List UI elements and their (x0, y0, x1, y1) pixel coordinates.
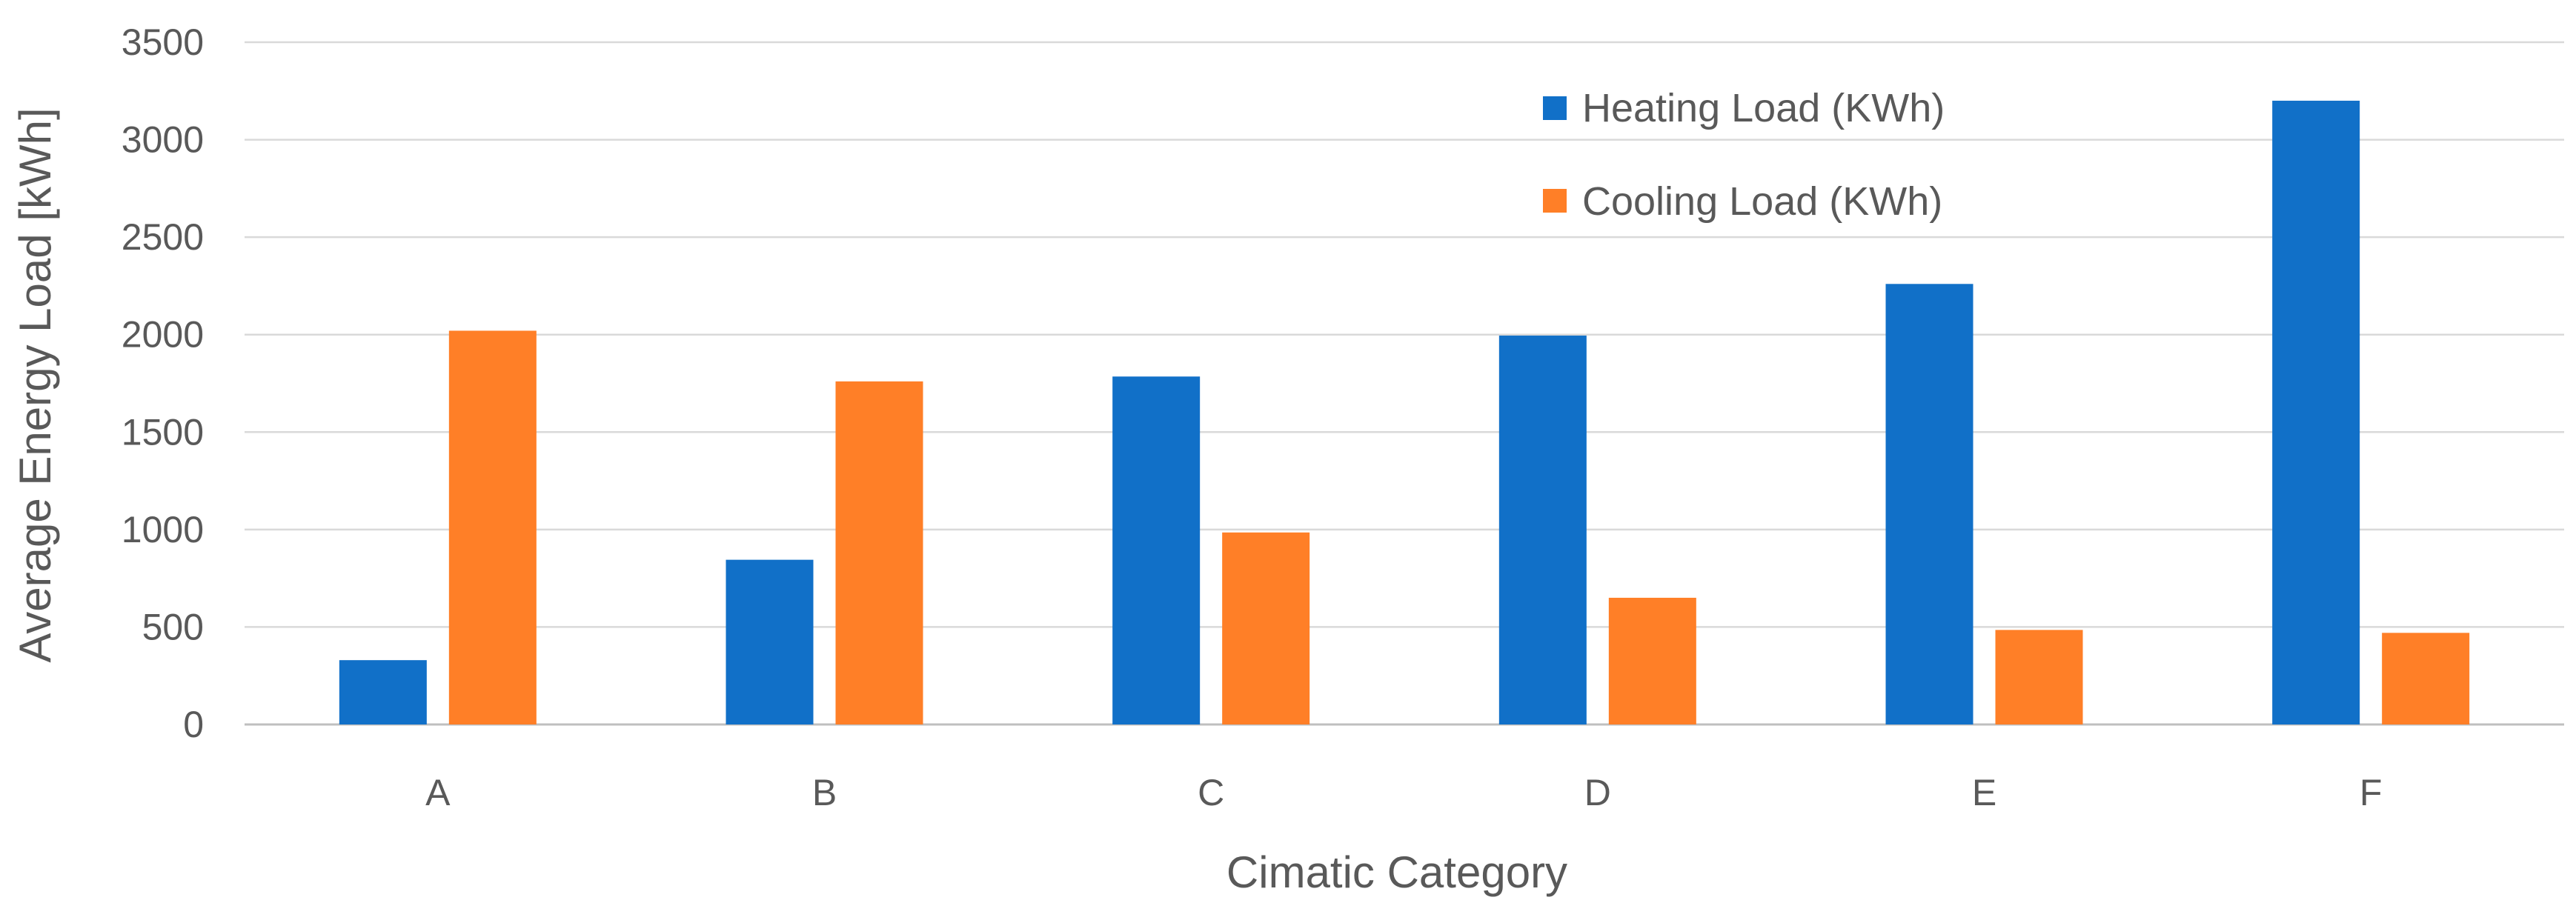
x-tick-label-C: C (1198, 772, 1224, 813)
y-tick-label: 0 (183, 704, 204, 745)
x-axis: A B C D E F (425, 772, 2382, 813)
x-tick-label-B: B (812, 772, 837, 813)
bar-heating-C (1112, 376, 1201, 724)
legend: Heating Load (KWh) Cooling Load (KWh) (1543, 86, 1945, 224)
y-tick-label: 500 (142, 606, 204, 647)
y-tick-label: 1000 (122, 509, 204, 550)
bar-cooling-F (2382, 633, 2470, 724)
bar-cooling-A (448, 330, 537, 724)
x-tick-label-A: A (425, 772, 451, 813)
y-tick-label: 3000 (122, 119, 204, 161)
x-tick-label-F: F (2360, 772, 2383, 813)
y-axis: 0 500 1000 1500 2000 2500 3000 3500 (122, 21, 204, 745)
x-tick-label-E: E (1972, 772, 1996, 813)
y-axis-title: Average Energy Load [kWh] (10, 107, 60, 662)
bar-heating-D (1498, 336, 1587, 724)
bar-heating-F (2272, 100, 2360, 724)
bars (339, 100, 2470, 725)
y-tick-label: 3500 (122, 21, 204, 63)
legend-label-heating: Heating Load (KWh) (1582, 86, 1945, 130)
bar-cooling-D (1608, 597, 1696, 724)
y-tick-label: 2500 (122, 216, 204, 258)
y-tick-label: 2000 (122, 314, 204, 356)
legend-label-cooling: Cooling Load (KWh) (1582, 179, 1942, 224)
bar-heating-A (339, 660, 427, 724)
bar-cooling-E (1995, 630, 2083, 724)
bar-heating-B (726, 559, 814, 724)
bar-cooling-C (1222, 532, 1310, 724)
legend-swatch-heating (1543, 96, 1567, 120)
bar-heating-E (1885, 284, 1974, 725)
legend-swatch-cooling (1543, 189, 1567, 213)
gridlines (245, 41, 2564, 726)
x-tick-label-D: D (1584, 772, 1611, 813)
x-axis-title: Cimatic Category (1226, 847, 1567, 897)
y-tick-label: 1500 (122, 411, 204, 453)
bar-cooling-B (835, 381, 923, 724)
